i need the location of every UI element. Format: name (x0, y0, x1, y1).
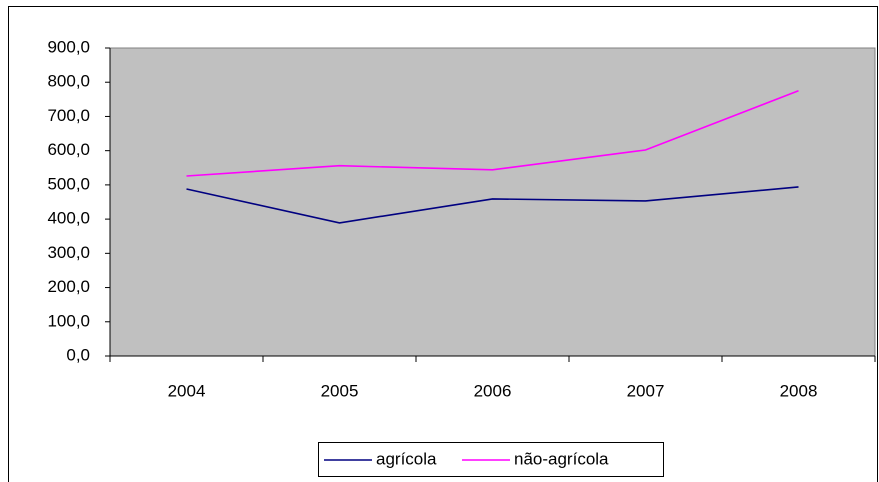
legend-label: agrícola (376, 449, 437, 468)
legend-label: não-agrícola (514, 449, 609, 468)
series-line (186, 90, 799, 177)
x-tick-label: 2007 (627, 381, 665, 400)
y-tick-label: 400,0 (47, 209, 90, 228)
y-tick-label: 800,0 (47, 72, 90, 91)
series-line (186, 186, 799, 224)
x-tick-label: 2006 (474, 381, 512, 400)
y-tick-label: 300,0 (47, 243, 90, 262)
plot-area (109, 47, 876, 357)
y-tick-label: 500,0 (47, 174, 90, 193)
y-tick-label: 900,0 (47, 37, 90, 56)
y-tick-label: 700,0 (47, 106, 90, 125)
y-tick-label: 200,0 (47, 277, 90, 296)
y-tick-label: 600,0 (47, 140, 90, 159)
y-tick-label: 100,0 (47, 311, 90, 330)
x-tick-label: 2005 (321, 381, 359, 400)
x-tick-label: 2008 (780, 381, 818, 400)
x-tick-label: 2004 (168, 381, 206, 400)
y-tick-label: 0,0 (66, 345, 90, 364)
